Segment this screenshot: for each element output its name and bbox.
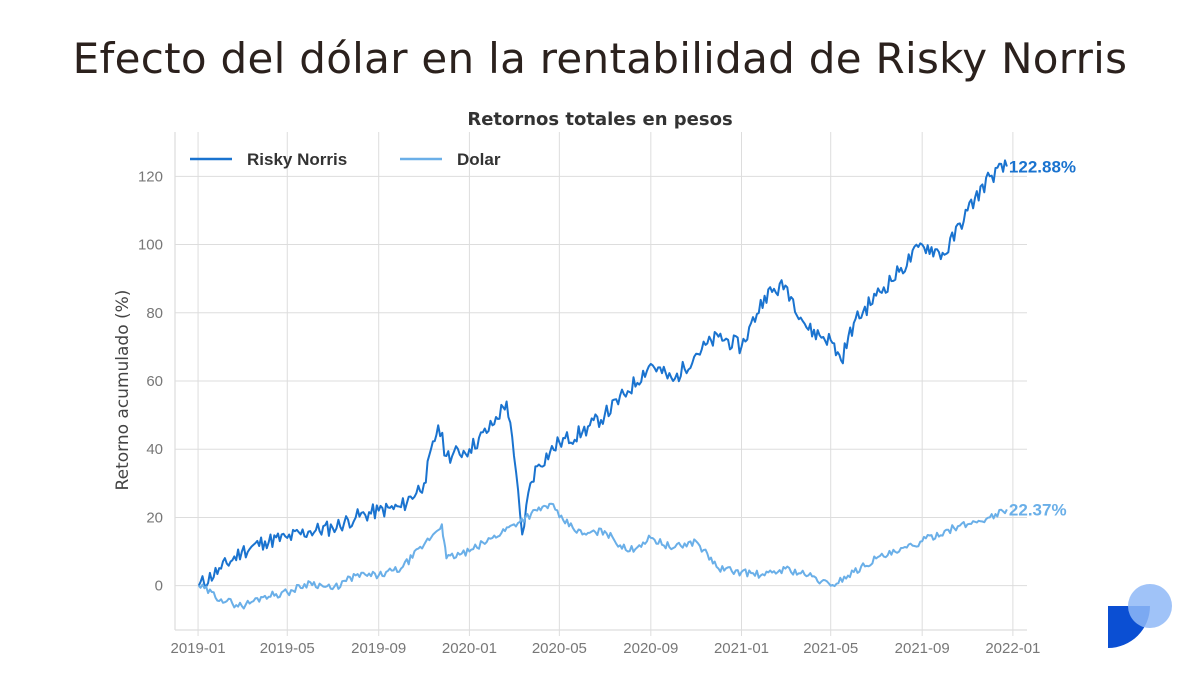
x-tick-label: 2022-01 [985, 640, 1040, 657]
y-tick-label: 0 [155, 578, 163, 595]
x-tick-label: 2021-09 [895, 640, 950, 657]
x-tick-label: 2020-01 [442, 640, 497, 657]
logo-light-circle [1128, 584, 1172, 628]
y-tick-label: 40 [146, 441, 163, 458]
y-tick-label: 60 [146, 373, 163, 390]
x-tick-label: 2021-01 [714, 640, 769, 657]
end-label-risky-norris: 122.88% [1009, 158, 1076, 177]
x-tick-label: 2019-01 [171, 640, 226, 657]
y-tick-label: 120 [138, 168, 163, 185]
series-line-risky-norris [197, 159, 1008, 588]
x-tick-label: 2020-09 [623, 640, 678, 657]
y-axis-label: Retorno acumulado (%) [113, 290, 133, 491]
y-tick-label: 20 [146, 509, 163, 526]
legend-label-risky-norris: Risky Norris [247, 150, 347, 169]
end-label-dolar: 22.37% [1009, 500, 1067, 519]
brand-logo [1108, 584, 1172, 648]
legend-label-dolar: Dolar [457, 150, 501, 169]
series-lines [197, 159, 1008, 610]
page-title: Efecto del dólar en la rentabilidad de R… [72, 34, 1128, 83]
y-tick-labels: 0 20 40 60 80 100 120 [138, 168, 163, 594]
grid [174, 132, 1027, 636]
x-tick-label: 2021-05 [803, 640, 858, 657]
legend: Risky Norris Dolar [190, 150, 501, 169]
y-tick-label: 100 [138, 237, 163, 254]
chart-title: Retornos totales en pesos [467, 109, 732, 130]
x-tick-label: 2019-05 [260, 640, 315, 657]
x-tick-label: 2019-09 [351, 640, 406, 657]
series-line-dolar [198, 502, 1008, 610]
x-tick-label: 2020-05 [532, 640, 587, 657]
x-tick-labels: 2019-01 2019-05 2019-09 2020-01 2020-05 2020-… [171, 640, 1041, 657]
y-tick-label: 80 [146, 305, 163, 322]
